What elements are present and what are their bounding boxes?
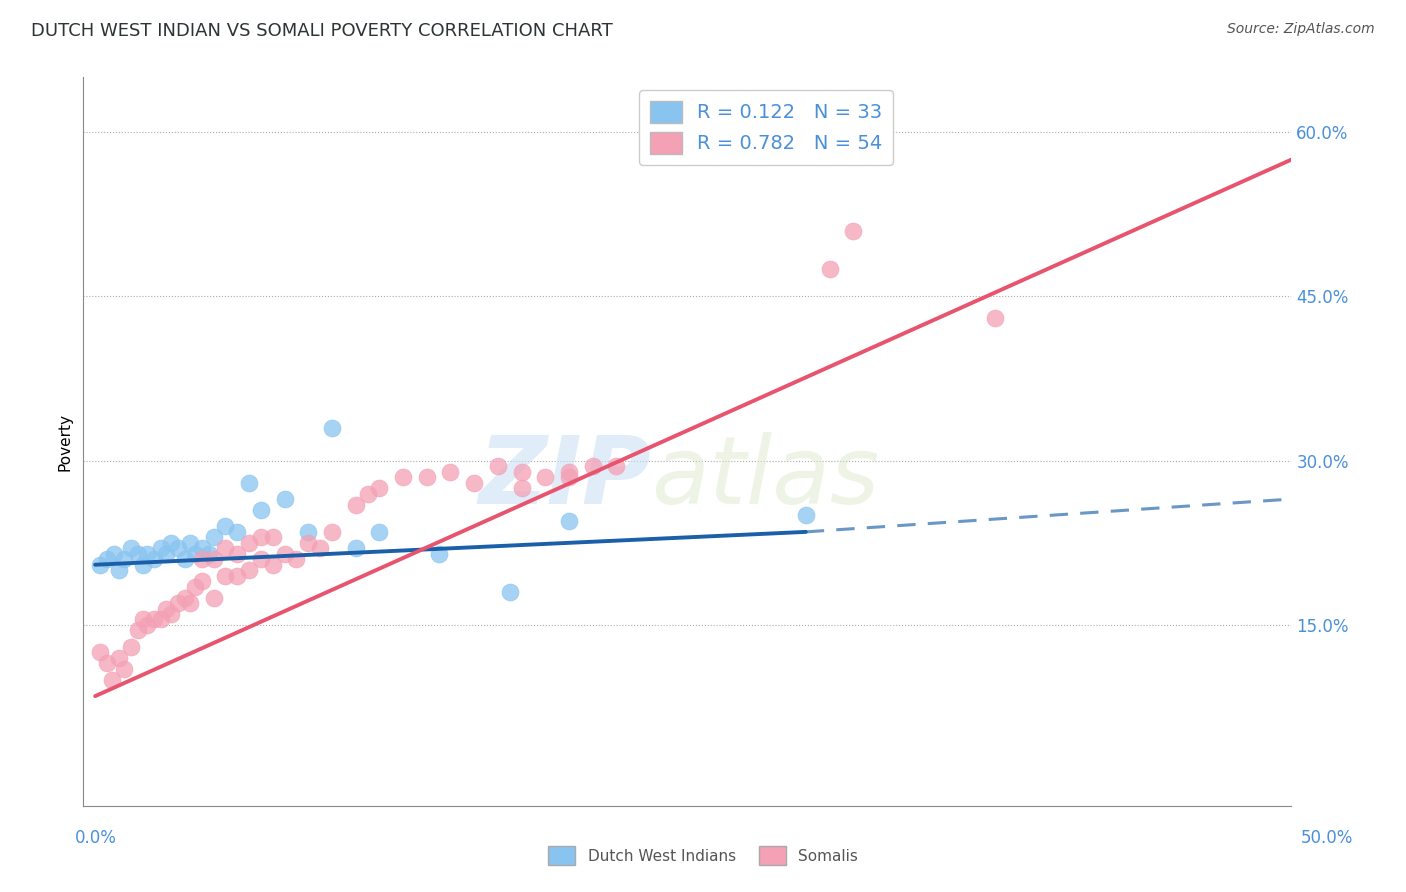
Point bbox=[558, 514, 581, 528]
Point bbox=[179, 596, 201, 610]
Point bbox=[89, 645, 111, 659]
Point bbox=[250, 503, 273, 517]
Point bbox=[226, 568, 249, 582]
Point bbox=[120, 541, 142, 556]
Point bbox=[297, 536, 319, 550]
Point bbox=[605, 459, 627, 474]
Point bbox=[96, 552, 118, 566]
Text: atlas: atlas bbox=[651, 433, 879, 524]
Point bbox=[250, 552, 273, 566]
Point bbox=[96, 657, 118, 671]
Point bbox=[108, 650, 131, 665]
Point bbox=[794, 508, 817, 523]
Point bbox=[131, 558, 153, 572]
Point bbox=[202, 552, 225, 566]
Point bbox=[183, 580, 205, 594]
Point bbox=[167, 541, 190, 556]
Point bbox=[486, 459, 509, 474]
Point bbox=[160, 536, 183, 550]
Point bbox=[285, 552, 308, 566]
Point bbox=[155, 547, 177, 561]
Text: DUTCH WEST INDIAN VS SOMALI POVERTY CORRELATION CHART: DUTCH WEST INDIAN VS SOMALI POVERTY CORR… bbox=[31, 22, 613, 40]
Point bbox=[463, 475, 485, 490]
Point bbox=[183, 547, 205, 561]
Point bbox=[167, 596, 190, 610]
Point bbox=[273, 491, 295, 506]
Point bbox=[120, 640, 142, 654]
Point bbox=[238, 563, 260, 577]
Point bbox=[321, 524, 343, 539]
Point bbox=[198, 547, 221, 561]
Point bbox=[112, 662, 135, 676]
Point bbox=[510, 481, 533, 495]
Point bbox=[108, 563, 131, 577]
Text: ZIP: ZIP bbox=[478, 432, 651, 524]
Point bbox=[131, 612, 153, 626]
Point bbox=[818, 262, 841, 277]
Point bbox=[558, 465, 581, 479]
Point bbox=[356, 486, 378, 500]
Point bbox=[155, 601, 177, 615]
Point bbox=[112, 552, 135, 566]
Point bbox=[250, 530, 273, 544]
Point bbox=[499, 585, 522, 599]
Point bbox=[344, 498, 367, 512]
Legend: Dutch West Indians, Somalis: Dutch West Indians, Somalis bbox=[541, 840, 865, 871]
Point bbox=[226, 547, 249, 561]
Point bbox=[238, 475, 260, 490]
Point bbox=[179, 536, 201, 550]
Point bbox=[190, 574, 212, 589]
Point bbox=[368, 524, 391, 539]
Legend: R = 0.122   N = 33, R = 0.782   N = 54: R = 0.122 N = 33, R = 0.782 N = 54 bbox=[638, 90, 893, 165]
Point bbox=[127, 624, 149, 638]
Point bbox=[534, 470, 557, 484]
Point bbox=[262, 558, 284, 572]
Point bbox=[226, 524, 249, 539]
Point bbox=[214, 568, 236, 582]
Point bbox=[297, 524, 319, 539]
Point bbox=[273, 547, 295, 561]
Point bbox=[238, 536, 260, 550]
Point bbox=[202, 591, 225, 605]
Text: 50.0%: 50.0% bbox=[1301, 829, 1354, 847]
Point bbox=[103, 547, 125, 561]
Point bbox=[427, 547, 450, 561]
Point bbox=[321, 421, 343, 435]
Point bbox=[136, 618, 159, 632]
Point bbox=[984, 311, 1007, 326]
Point bbox=[174, 552, 197, 566]
Point bbox=[174, 591, 197, 605]
Point bbox=[439, 465, 461, 479]
Text: Source: ZipAtlas.com: Source: ZipAtlas.com bbox=[1227, 22, 1375, 37]
Point bbox=[89, 558, 111, 572]
Point bbox=[143, 612, 166, 626]
Point bbox=[416, 470, 439, 484]
Point bbox=[100, 673, 122, 687]
Point bbox=[190, 541, 212, 556]
Point bbox=[510, 465, 533, 479]
Point bbox=[581, 459, 603, 474]
Point bbox=[392, 470, 415, 484]
Point bbox=[558, 470, 581, 484]
Point bbox=[190, 552, 212, 566]
Point bbox=[309, 541, 332, 556]
Point bbox=[150, 541, 173, 556]
Point bbox=[127, 547, 149, 561]
Point bbox=[262, 530, 284, 544]
Text: 0.0%: 0.0% bbox=[75, 829, 117, 847]
Point bbox=[202, 530, 225, 544]
Point bbox=[344, 541, 367, 556]
Y-axis label: Poverty: Poverty bbox=[58, 412, 72, 471]
Point bbox=[214, 519, 236, 533]
Point bbox=[214, 541, 236, 556]
Point bbox=[136, 547, 159, 561]
Point bbox=[143, 552, 166, 566]
Point bbox=[160, 607, 183, 621]
Point bbox=[842, 224, 865, 238]
Point bbox=[368, 481, 391, 495]
Point bbox=[150, 612, 173, 626]
